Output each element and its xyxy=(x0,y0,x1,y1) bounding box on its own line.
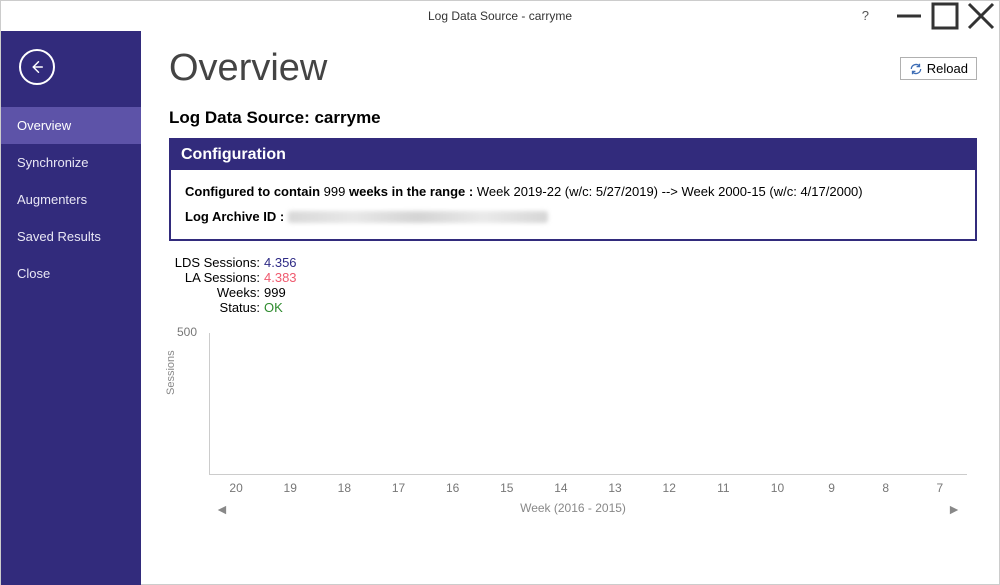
sidebar-item-synchronize[interactable]: Synchronize xyxy=(1,144,141,181)
redacted-id xyxy=(288,211,548,223)
weeks-value: 999 xyxy=(264,285,286,300)
chart-next-button[interactable]: ► xyxy=(941,501,967,517)
x-ticks: 2019181716151413121110987 xyxy=(209,481,967,495)
lds-sessions-value: 4.356 xyxy=(264,255,297,270)
stats-block: LDS Sessions: 4.356 LA Sessions: 4.383 W… xyxy=(169,255,977,315)
subheader: Log Data Source: carryme xyxy=(169,108,977,128)
chart-prev-button[interactable]: ◄ xyxy=(209,501,235,517)
window-controls xyxy=(891,1,999,31)
close-button[interactable] xyxy=(963,1,999,31)
help-icon[interactable]: ? xyxy=(862,8,869,23)
configuration-panel: Configuration Configured to contain 999 … xyxy=(169,138,977,241)
titlebar: Log Data Source - carryme ? xyxy=(1,1,999,31)
page-title: Overview xyxy=(169,47,327,90)
back-button[interactable] xyxy=(19,49,55,85)
reload-icon xyxy=(909,62,923,76)
arrow-left-icon xyxy=(28,58,46,76)
sidebar: OverviewSynchronizeAugmentersSaved Resul… xyxy=(1,31,141,585)
config-range-line: Configured to contain 999 weeks in the r… xyxy=(185,180,961,205)
main-content: Overview Reload Log Data Source: carryme… xyxy=(141,31,999,585)
plot-area xyxy=(209,333,967,475)
reload-button[interactable]: Reload xyxy=(900,57,977,80)
sidebar-item-saved-results[interactable]: Saved Results xyxy=(1,218,141,255)
maximize-button[interactable] xyxy=(927,1,963,31)
window-title: Log Data Source - carryme xyxy=(428,9,572,23)
y-axis-title: Sessions xyxy=(165,351,177,396)
la-sessions-value: 4.383 xyxy=(264,270,297,285)
status-value: OK xyxy=(264,300,283,315)
y-max-label: 500 xyxy=(177,325,197,339)
config-archive-line: Log Archive ID : xyxy=(185,205,961,230)
minimize-button[interactable] xyxy=(891,1,927,31)
sessions-bar-chart: 500 Sessions 2019181716151413121110987 W… xyxy=(169,325,977,525)
sidebar-item-close[interactable]: Close xyxy=(1,255,141,292)
reload-label: Reload xyxy=(927,61,968,76)
sidebar-item-overview[interactable]: Overview xyxy=(1,107,141,144)
configuration-title: Configuration xyxy=(171,140,975,170)
sidebar-item-augmenters[interactable]: Augmenters xyxy=(1,181,141,218)
